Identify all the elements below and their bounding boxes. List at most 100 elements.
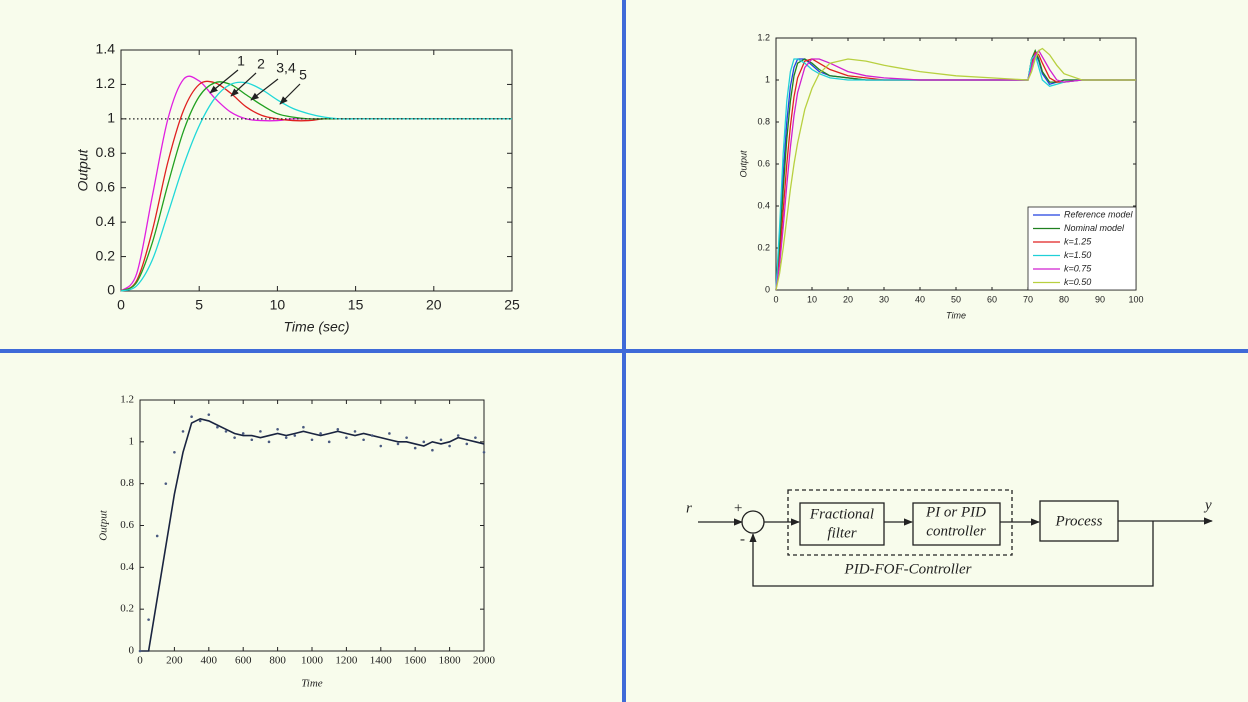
chart-3: 0 0.2 0.4 0.6 0.8 1 1.2 0 200 400 600 800 1000 1200 14… [98,394,496,690]
series-line [140,417,485,652]
x-tick-label: 1400 [370,655,393,667]
x-tick-label: 0 [117,297,125,313]
data-point [370,434,374,437]
y-tick-label: 0.4 [96,213,116,229]
x-tick-label: 20 [843,294,853,304]
x-tick-label: 10 [270,297,286,313]
x-tick-label: 90 [1095,294,1105,304]
data-point [284,436,288,439]
block-diagram: r + - Fractional filter PI or PID contro… [686,489,1213,587]
x-tick-label: 1800 [439,655,462,667]
x-tick-label: 20 [426,297,442,313]
block-label: PI or PID [925,504,986,520]
x-tick-label: 0 [137,655,143,667]
legend-box [1027,206,1137,291]
data-point [353,430,357,433]
annotation: 3,4 [276,60,296,76]
data-point [396,442,400,446]
y-tick-label: 0.6 [96,178,116,194]
series-line [775,47,1136,291]
series-line [120,81,513,292]
x-tick-label: 25 [504,297,520,313]
x-tick-label: 40 [915,294,925,304]
minus-sign: - [740,531,745,547]
y-tick-label: 0 [765,284,770,294]
x-tick-label: 10 [807,294,817,304]
data-point [413,446,417,450]
y-tick-label: 0.4 [757,200,770,210]
data-point [388,432,391,435]
y-tick-label: 1.2 [757,32,770,42]
data-point [259,430,262,433]
x-tick-label: 600 [235,655,252,667]
data-point [190,415,193,419]
data-point [155,534,159,538]
x-tick-label: 70 [1023,294,1033,304]
x-tick-label: 2000 [473,655,496,667]
y-tick-label: 1.2 [120,394,134,406]
data-point [422,440,426,444]
x-tick-label: 200 [166,655,183,667]
x-tick-label: 100 [1128,294,1143,304]
annotation-arrow [230,72,257,97]
chart-2: 0 0.2 0.4 0.6 0.8 1 1.2 0 10 20 30 40 50 60 70 80 90 100 T… [738,32,1143,320]
data-point [293,434,297,437]
legend-label: Nominal model [1064,223,1125,233]
filter-block [799,502,885,546]
y-tick-label: 0.4 [120,561,134,573]
data-point [345,436,348,439]
annotation: 1 [237,53,245,69]
data-point [310,438,314,442]
y-axis-label: Output [738,150,748,178]
y-tick-label: 0.6 [757,158,770,168]
x-tick-label: 1200 [335,655,358,667]
annotation: 5 [299,67,307,83]
series-line [775,49,1136,291]
x-tick-label: 1600 [404,655,427,667]
data-point [233,436,236,439]
x-tick-label: 400 [201,655,218,667]
x-axis-label: Time [946,310,966,320]
y-tick-label: 0.6 [120,519,134,531]
data-point [164,482,168,485]
controller-block [912,502,1001,546]
plot-frame [120,49,513,292]
block-label: filter [827,525,856,541]
data-point [147,618,150,621]
data-point [181,430,185,433]
data-point [198,419,202,423]
data-point [216,425,219,429]
annotation-arrow [250,78,279,101]
feedback-path [749,521,1154,587]
y-tick-label: 0.2 [96,247,116,263]
y-axis-label: Output [98,509,110,541]
legend-label: k=1.50 [1064,250,1091,260]
y-tick-label: 1 [129,435,135,447]
data-point [439,438,443,442]
data-point [173,450,176,454]
data-point [336,427,340,431]
y-tick-label: 0 [107,282,115,298]
y-tick-label: 0.2 [757,242,770,252]
input-label: r [686,500,692,516]
annotation: 2 [257,56,265,72]
x-tick-label: 0 [773,294,778,304]
data-point [241,432,245,435]
legend-label: k=0.50 [1064,277,1091,287]
data-point [456,434,460,437]
block-label: controller [926,523,986,539]
y-tick-label: 1.2 [96,75,116,91]
y-axis-label: Output [75,148,91,191]
controller-group [787,489,1013,556]
series-line [775,53,1136,291]
annotation-arrow [209,69,239,94]
data-point [431,448,434,452]
data-point [250,438,254,442]
data-point [319,432,322,435]
data-point [465,442,469,446]
data-point [362,438,365,442]
x-axis-label: Time [301,678,323,690]
